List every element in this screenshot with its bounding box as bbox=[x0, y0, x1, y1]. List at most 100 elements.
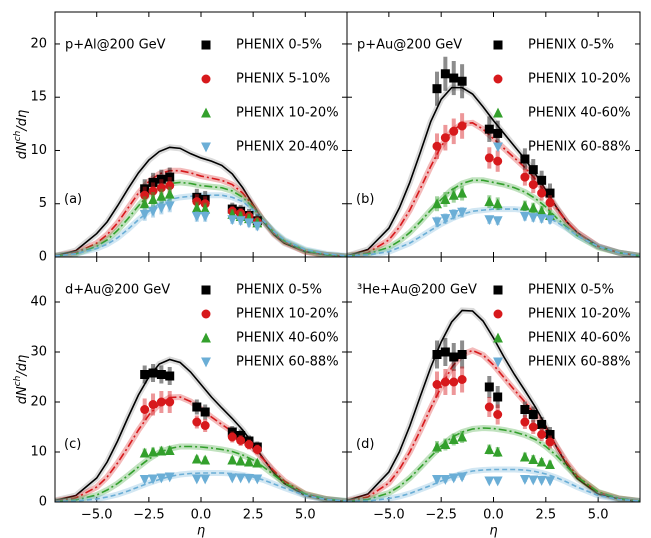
system-label: p+Al@200 GeV bbox=[65, 38, 166, 53]
marker bbox=[492, 476, 503, 487]
y-axis-label-part: ch bbox=[13, 130, 23, 141]
marker bbox=[432, 475, 442, 485]
marker bbox=[156, 370, 166, 379]
marker bbox=[449, 73, 459, 83]
marker bbox=[252, 221, 263, 232]
marker bbox=[484, 196, 495, 207]
marker bbox=[545, 459, 555, 469]
marker bbox=[200, 212, 211, 222]
model-curve bbox=[55, 396, 347, 502]
y-axis-label-part: ch bbox=[13, 375, 23, 386]
marker bbox=[448, 189, 459, 200]
y-tick-label: 5 bbox=[39, 196, 47, 211]
marker bbox=[165, 397, 175, 407]
model-curve bbox=[55, 358, 347, 502]
model-curve bbox=[347, 309, 640, 502]
marker bbox=[492, 446, 503, 457]
marker bbox=[519, 451, 530, 462]
marker bbox=[227, 427, 237, 437]
model-curve bbox=[55, 169, 347, 257]
marker bbox=[191, 453, 202, 464]
legend-marker bbox=[493, 309, 503, 319]
marker bbox=[148, 446, 158, 457]
marker bbox=[537, 188, 547, 198]
marker bbox=[192, 417, 202, 427]
marker bbox=[484, 382, 494, 392]
marker bbox=[200, 407, 210, 417]
marker bbox=[432, 441, 442, 452]
marker bbox=[457, 121, 467, 131]
y-axis-label: dNch/dη bbox=[13, 110, 30, 160]
marker bbox=[440, 69, 450, 79]
marker bbox=[235, 473, 246, 484]
marker bbox=[148, 368, 158, 378]
marker bbox=[493, 128, 503, 138]
marker bbox=[140, 370, 150, 379]
marker bbox=[227, 454, 238, 465]
model-curve bbox=[347, 427, 640, 502]
x-tick-label: 5.0 bbox=[588, 508, 609, 523]
marker bbox=[449, 377, 459, 387]
marker bbox=[545, 215, 555, 226]
model-curve bbox=[347, 468, 640, 502]
marker bbox=[252, 474, 263, 485]
x-axis-label: η bbox=[489, 524, 497, 538]
plot-area bbox=[347, 56, 640, 257]
marker bbox=[440, 133, 450, 143]
marker bbox=[139, 447, 150, 458]
marker bbox=[432, 217, 442, 228]
y-axis-label-part: dN bbox=[15, 141, 30, 159]
marker bbox=[235, 216, 246, 227]
legend-marker bbox=[201, 142, 211, 153]
marker bbox=[493, 392, 503, 402]
marker bbox=[165, 371, 175, 381]
marker bbox=[484, 124, 494, 134]
marker bbox=[227, 215, 238, 226]
marker bbox=[164, 445, 175, 455]
y-tick-label: 40 bbox=[30, 295, 47, 310]
model-curve bbox=[55, 181, 347, 257]
marker bbox=[484, 215, 495, 226]
x-tick-label: −2.5 bbox=[425, 508, 457, 523]
marker bbox=[457, 207, 468, 218]
marker bbox=[432, 141, 442, 151]
marker bbox=[148, 206, 158, 217]
marker bbox=[457, 431, 468, 442]
model-curve bbox=[55, 146, 347, 257]
marker bbox=[492, 198, 503, 209]
plot-area bbox=[55, 144, 347, 257]
y-axis-label-part: dN bbox=[15, 386, 30, 404]
legend-marker bbox=[201, 357, 211, 368]
marker bbox=[440, 214, 451, 225]
marker bbox=[236, 431, 246, 440]
legend-marker bbox=[201, 107, 211, 118]
x-tick-label: −2.5 bbox=[133, 508, 165, 523]
marker bbox=[165, 172, 175, 182]
marker bbox=[156, 445, 167, 456]
legend-marker bbox=[493, 142, 503, 153]
panel-label: (c) bbox=[64, 437, 81, 452]
marker bbox=[545, 437, 555, 447]
marker bbox=[537, 175, 547, 185]
system-label: p+Au@200 GeV bbox=[357, 38, 462, 53]
system-label: d+Au@200 GeV bbox=[65, 283, 170, 298]
marker bbox=[528, 422, 538, 432]
x-tick-label: 5.0 bbox=[295, 508, 316, 523]
marker bbox=[493, 410, 503, 419]
marker bbox=[191, 212, 202, 222]
frame bbox=[346, 256, 641, 503]
marker bbox=[536, 205, 547, 216]
marker bbox=[440, 475, 451, 485]
legend-marker bbox=[201, 309, 211, 319]
marker bbox=[448, 473, 459, 484]
legend-marker bbox=[493, 107, 503, 118]
panel: 0 5 10 15 20 PHENIX 0-5% PHENIX 5-10% PHENIX 10… bbox=[13, 11, 348, 265]
legend-marker bbox=[493, 74, 503, 84]
x-axis-label: η bbox=[197, 524, 205, 538]
legend-label: PHENIX 40-60% bbox=[236, 331, 339, 346]
legend-label: PHENIX 40-60% bbox=[528, 106, 631, 121]
legend-label: PHENIX 60-88% bbox=[528, 355, 631, 370]
marker bbox=[520, 154, 530, 164]
marker bbox=[440, 194, 451, 204]
